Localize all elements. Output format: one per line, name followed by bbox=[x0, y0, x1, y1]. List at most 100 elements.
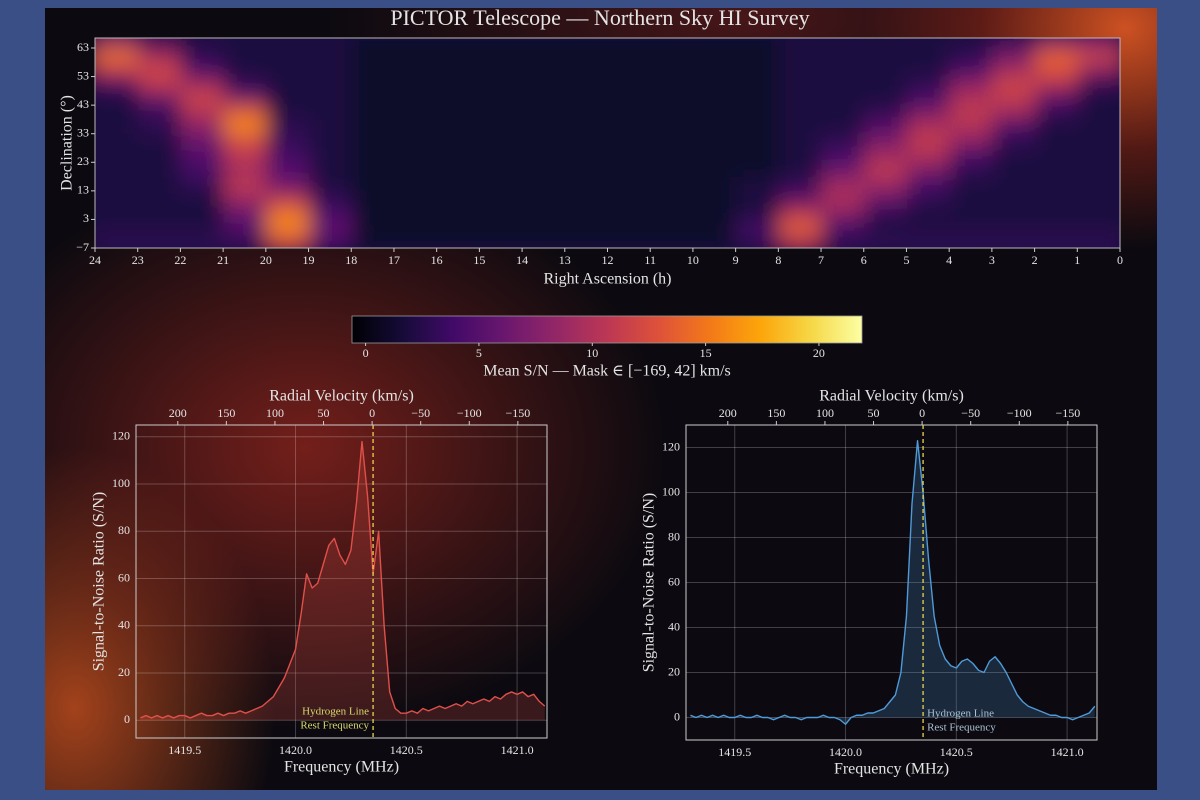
plot-frame bbox=[135, 424, 548, 739]
heatmap-cell bbox=[308, 61, 352, 78]
heatmap-cell bbox=[905, 133, 950, 149]
heatmap-cell bbox=[905, 233, 950, 248]
heatmap-cell bbox=[948, 133, 993, 149]
x-tick-label: 8 bbox=[775, 253, 781, 267]
heatmap-cell bbox=[308, 133, 352, 149]
heatmap-cell bbox=[1076, 190, 1120, 206]
heatmap-cell bbox=[820, 133, 865, 149]
heatmap-cell bbox=[948, 176, 993, 192]
heatmap-cell bbox=[350, 218, 395, 235]
colorbar-tick-label: 20 bbox=[813, 346, 825, 360]
heatmap-cell bbox=[607, 147, 651, 163]
heatmap-cell bbox=[991, 90, 1036, 106]
heatmap-cell bbox=[179, 133, 224, 149]
heatmap-cell bbox=[948, 118, 993, 135]
heatmap-cell bbox=[1076, 233, 1120, 248]
heatmap-cell bbox=[265, 47, 310, 63]
heatmap-cell bbox=[393, 233, 438, 248]
heatmap-cell bbox=[991, 176, 1036, 192]
heatmap-cell bbox=[308, 218, 352, 235]
heatmap-cell bbox=[649, 61, 694, 78]
x2-tick-label: −100 bbox=[1007, 406, 1032, 420]
y-tick-label: 120 bbox=[112, 429, 130, 443]
x-axis-label: Frequency (MHz) bbox=[834, 761, 949, 778]
heatmap-cell bbox=[607, 76, 651, 92]
heatmap-cell bbox=[820, 76, 865, 92]
heatmap-cell bbox=[478, 61, 523, 78]
heatmap-cell bbox=[350, 61, 395, 78]
heatmap-cell bbox=[820, 218, 865, 235]
heatmap-cell bbox=[777, 76, 822, 92]
heatmap-cell bbox=[308, 176, 352, 192]
annotation: Hydrogen Line bbox=[927, 708, 994, 720]
heatmap-cell bbox=[692, 233, 737, 248]
heatmap-cell bbox=[777, 218, 822, 235]
heatmap-cell bbox=[820, 204, 865, 220]
heatmap-cell bbox=[820, 161, 865, 178]
heatmap-cell bbox=[991, 133, 1036, 149]
heatmap-cell bbox=[393, 47, 438, 63]
heatmap-cell bbox=[222, 218, 267, 235]
heatmap-cell bbox=[735, 218, 779, 235]
heatmap-area bbox=[95, 38, 1120, 248]
heatmap-cell bbox=[948, 161, 993, 178]
x-tick-label: 1419.5 bbox=[718, 745, 751, 759]
heatmap-cell bbox=[692, 90, 737, 106]
heatmap-cell bbox=[350, 133, 395, 149]
heatmap-cell bbox=[649, 176, 694, 192]
heatmap-cell bbox=[863, 76, 907, 92]
heatmap-cell bbox=[1034, 176, 1078, 192]
heatmap-cell bbox=[1034, 133, 1078, 149]
heatmap-cell bbox=[521, 190, 566, 206]
heatmap-cell bbox=[521, 176, 566, 192]
heatmap-cell bbox=[692, 133, 737, 149]
y-tick-label: 33 bbox=[77, 125, 89, 139]
heatmap-cell bbox=[863, 90, 907, 106]
heatmap-cell bbox=[863, 47, 907, 63]
heatmap-cell bbox=[521, 90, 566, 106]
heatmap-cell bbox=[564, 90, 608, 106]
heatmap-cell bbox=[350, 90, 395, 106]
heatmap-cell bbox=[521, 218, 566, 235]
x-tick-label: 7 bbox=[818, 253, 824, 267]
x2-tick-label: −50 bbox=[961, 406, 980, 420]
heatmap-cell bbox=[436, 161, 480, 178]
heatmap-cell bbox=[649, 204, 694, 220]
heatmap-cell bbox=[95, 47, 139, 63]
y-tick-label: 53 bbox=[77, 68, 89, 82]
x2-tick-label: 150 bbox=[767, 406, 785, 420]
heatmap-cell bbox=[692, 204, 737, 220]
heatmap-cell bbox=[777, 133, 822, 149]
heatmap-cell bbox=[95, 190, 139, 206]
heatmap-cell bbox=[905, 38, 950, 49]
heatmap-cell bbox=[478, 104, 523, 120]
heatmap-cell bbox=[265, 176, 310, 192]
heatmap-cell bbox=[1076, 61, 1120, 78]
heatmap-cell bbox=[436, 233, 480, 248]
heatmap-cell bbox=[436, 104, 480, 120]
heatmap-cell bbox=[436, 147, 480, 163]
heatmap-cell bbox=[777, 118, 822, 135]
heatmap-cell bbox=[393, 176, 438, 192]
heatmap-cell bbox=[179, 38, 224, 49]
heatmap-cell bbox=[393, 204, 438, 220]
heatmap-cell bbox=[393, 104, 438, 120]
heatmap-cell bbox=[564, 104, 608, 120]
heatmap-cells bbox=[95, 38, 1120, 248]
heatmap-cell bbox=[991, 190, 1036, 206]
heatmap-cell bbox=[820, 47, 865, 63]
heatmap-cell bbox=[179, 76, 224, 92]
heatmap-cell bbox=[735, 38, 779, 49]
x-tick-label: 1 bbox=[1074, 253, 1080, 267]
heatmap-cell bbox=[991, 218, 1036, 235]
heatmap-cell bbox=[863, 38, 907, 49]
heatmap-cell bbox=[350, 147, 395, 163]
heatmap-cell bbox=[308, 233, 352, 248]
heatmap-cell bbox=[948, 233, 993, 248]
x-tick-label: 2 bbox=[1032, 253, 1038, 267]
heatmap-cell bbox=[436, 190, 480, 206]
x-tick-label: 21 bbox=[217, 253, 229, 267]
x-tick-label: 20 bbox=[260, 253, 272, 267]
heatmap-cell bbox=[521, 204, 566, 220]
heatmap-cell bbox=[95, 76, 139, 92]
